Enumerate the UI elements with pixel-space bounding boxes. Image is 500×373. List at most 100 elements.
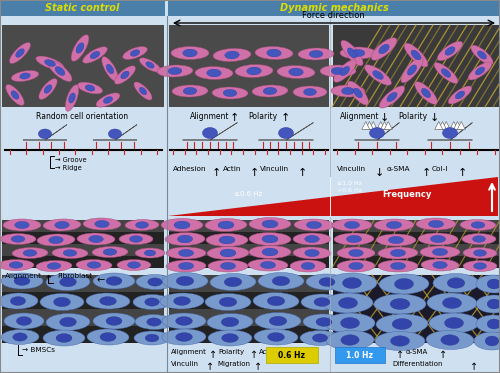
Ellipse shape [63, 250, 77, 256]
Ellipse shape [82, 47, 108, 63]
Ellipse shape [472, 236, 486, 242]
Ellipse shape [212, 87, 248, 99]
Ellipse shape [301, 262, 315, 270]
Ellipse shape [128, 262, 140, 268]
Ellipse shape [422, 88, 430, 98]
Ellipse shape [220, 262, 236, 270]
Bar [266, 347, 318, 363]
Ellipse shape [106, 277, 122, 285]
Ellipse shape [16, 49, 24, 57]
Text: ↓: ↓ [375, 168, 384, 178]
Ellipse shape [140, 58, 160, 72]
Text: Frequency: Frequency [382, 190, 432, 199]
Ellipse shape [306, 222, 322, 229]
Ellipse shape [474, 332, 500, 350]
Polygon shape [23, 125, 67, 140]
Ellipse shape [178, 262, 194, 270]
Ellipse shape [258, 273, 304, 289]
Ellipse shape [430, 235, 446, 242]
Ellipse shape [176, 317, 192, 325]
Bar [2, 244, 164, 256]
Ellipse shape [476, 295, 500, 313]
Ellipse shape [208, 260, 248, 272]
Ellipse shape [157, 65, 193, 77]
Text: Differentiation: Differentiation [392, 361, 442, 367]
Ellipse shape [252, 85, 288, 97]
Bar [2, 220, 164, 232]
Ellipse shape [379, 86, 405, 108]
Ellipse shape [55, 66, 65, 75]
Ellipse shape [378, 247, 418, 259]
Ellipse shape [89, 235, 103, 242]
Ellipse shape [320, 65, 356, 77]
Ellipse shape [255, 47, 293, 60]
Ellipse shape [448, 86, 472, 104]
Text: Col-I: Col-I [370, 349, 386, 355]
Ellipse shape [147, 318, 161, 326]
Text: Alignment: Alignment [190, 112, 230, 121]
Ellipse shape [122, 47, 148, 59]
Ellipse shape [442, 298, 462, 308]
Ellipse shape [342, 87, 354, 95]
Ellipse shape [140, 87, 146, 95]
Ellipse shape [411, 50, 421, 60]
Ellipse shape [104, 97, 112, 103]
Bar [2, 256, 164, 268]
Text: Actin: Actin [259, 349, 277, 355]
Polygon shape [168, 177, 498, 216]
Ellipse shape [178, 250, 194, 257]
Ellipse shape [414, 82, 438, 104]
Ellipse shape [474, 263, 486, 269]
Ellipse shape [202, 128, 218, 138]
Ellipse shape [9, 262, 23, 268]
Ellipse shape [90, 51, 100, 59]
Bar [169, 232, 329, 244]
Ellipse shape [166, 247, 206, 259]
Ellipse shape [433, 273, 479, 292]
Ellipse shape [255, 313, 301, 329]
Ellipse shape [294, 219, 334, 231]
Ellipse shape [222, 333, 238, 342]
Ellipse shape [272, 276, 289, 286]
Ellipse shape [0, 293, 38, 309]
Ellipse shape [326, 330, 374, 350]
Text: ≤0.6 Hz: ≤0.6 Hz [234, 191, 262, 197]
Ellipse shape [213, 48, 251, 62]
Bar [2, 292, 164, 309]
Ellipse shape [249, 232, 291, 245]
Ellipse shape [136, 222, 148, 228]
Ellipse shape [183, 87, 197, 95]
Text: → Ridge: → Ridge [55, 165, 82, 171]
Ellipse shape [249, 245, 291, 258]
Ellipse shape [144, 250, 156, 256]
Bar [2, 326, 164, 343]
Text: Alignment: Alignment [171, 349, 207, 355]
Ellipse shape [1, 329, 39, 345]
Ellipse shape [36, 56, 64, 70]
Text: ↑: ↑ [44, 275, 54, 285]
Text: Alignment: Alignment [5, 273, 42, 279]
Ellipse shape [11, 70, 39, 81]
Ellipse shape [319, 278, 335, 286]
Ellipse shape [134, 331, 170, 345]
Ellipse shape [87, 329, 129, 345]
Ellipse shape [178, 235, 192, 243]
Ellipse shape [386, 222, 402, 229]
Ellipse shape [102, 57, 118, 81]
Ellipse shape [487, 299, 500, 309]
Ellipse shape [442, 128, 458, 138]
Text: ↑: ↑ [212, 168, 222, 178]
Ellipse shape [43, 330, 85, 346]
Ellipse shape [337, 260, 375, 272]
Ellipse shape [39, 79, 57, 100]
Ellipse shape [434, 63, 458, 84]
Ellipse shape [145, 298, 159, 306]
Ellipse shape [68, 93, 75, 103]
Ellipse shape [390, 336, 409, 346]
Ellipse shape [183, 49, 197, 57]
Text: ↑: ↑ [281, 350, 289, 360]
Ellipse shape [487, 319, 500, 329]
Text: Static control: Static control [46, 3, 120, 13]
Bar [169, 292, 329, 309]
Ellipse shape [327, 273, 377, 293]
